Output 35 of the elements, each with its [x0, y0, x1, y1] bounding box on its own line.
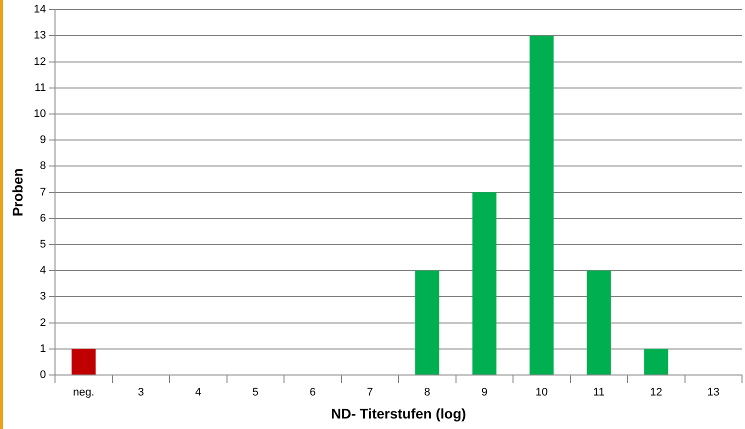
y-tick-label: 12 [34, 56, 46, 68]
x-tick-label: 11 [593, 386, 605, 399]
y-tick-label: 6 [40, 212, 46, 224]
y-tick-label: 5 [40, 238, 46, 251]
y-tick-label: 10 [34, 108, 46, 120]
x-tick-label: 3 [138, 386, 144, 399]
y-tick-label: 2 [40, 316, 46, 329]
x-tick-label: 6 [310, 386, 316, 399]
x-tick-label: 5 [252, 386, 258, 399]
x-tick-label: 8 [424, 386, 430, 399]
x-tick-label: 9 [481, 386, 488, 399]
y-tick-label: 13 [34, 30, 46, 42]
y-tick-label: 8 [40, 160, 46, 172]
y-tick-label: 14 [34, 4, 46, 16]
y-tick-label: 9 [40, 134, 46, 146]
y-tick-label: 11 [34, 82, 46, 94]
y-axis-title: Proben [9, 168, 26, 216]
x-tick-label: neg. [72, 386, 94, 399]
y-tick-label: 7 [40, 186, 46, 198]
x-tick-label: 7 [366, 386, 373, 399]
x-tick-label: 4 [195, 386, 202, 399]
bar [415, 270, 440, 374]
bar [530, 36, 554, 374]
bar [472, 192, 496, 374]
y-tick-label: 4 [40, 264, 46, 277]
y-tick-label: 1 [40, 342, 46, 355]
x-axis-title: ND- Titerstufen (log) [330, 405, 466, 422]
y-tick-label: 0 [40, 369, 46, 382]
x-tick-label: 10 [536, 386, 548, 399]
x-tick-label: 13 [707, 386, 720, 399]
bar [644, 348, 668, 374]
bar [586, 270, 611, 374]
y-tick-label: 3 [40, 290, 46, 303]
x-tick-label: 12 [650, 386, 662, 399]
bar [72, 348, 96, 374]
